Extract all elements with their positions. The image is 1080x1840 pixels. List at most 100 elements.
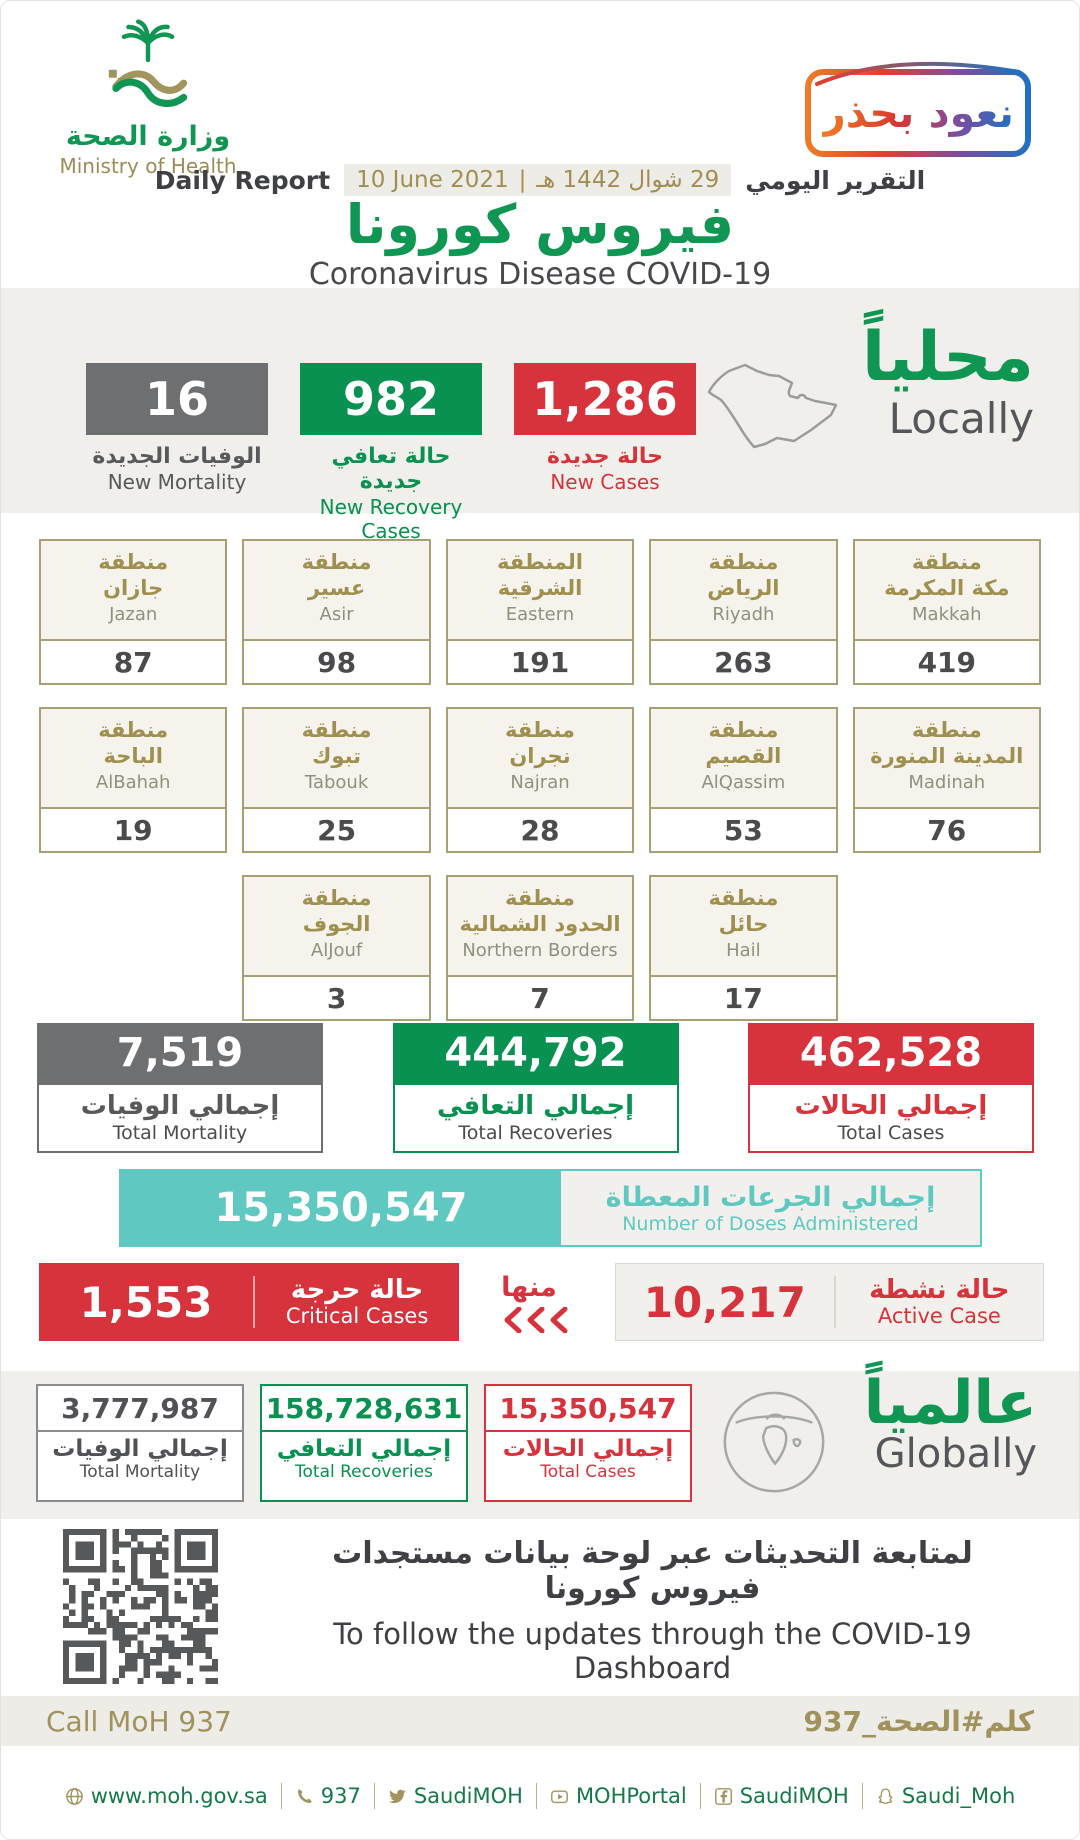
region-name-english: AlJouf: [310, 939, 363, 961]
moh-logo: وزارة الصحة Ministry of Health: [43, 19, 253, 178]
active-cases-value: 10,217: [643, 1277, 806, 1327]
doses-label-english: Number of Doses Administered: [622, 1212, 919, 1235]
region-card: المنطقة الشرقية Eastern 191: [445, 539, 635, 685]
region-new-cases-count: 25: [317, 813, 357, 847]
dashboard-line-arabic: لمتابعة التحديثات عبر لوحة بيانات مستجدا…: [332, 1536, 973, 1606]
date-chip: 10 June 2021 | 29 شوال 1442 هـ: [344, 164, 732, 196]
region-card: منطقة حائل Hail 17: [649, 875, 838, 1021]
region-new-cases-count: 7: [530, 981, 550, 1015]
local-totals-row: 7,519 إجمالي الوفيات Total Mortality 444…: [37, 1023, 1034, 1153]
region-name-arabic: منطقة الجوف: [301, 886, 372, 937]
footer-website-link[interactable]: www.moh.gov.sa: [65, 1784, 268, 1808]
daily-report-label: Daily Report: [154, 165, 331, 195]
logo-english-text: Ministry of Health: [59, 154, 237, 178]
region-row-3: منطقة الجوف AlJouf 3 منطقة الحدود الشمال…: [39, 875, 1041, 1021]
critical-cases-value: 1,553: [79, 1277, 213, 1327]
region-card: منطقة القصيم AlQassim 53: [649, 707, 838, 853]
new-mortality-stat: 16 الوفيات الجديدة New Mortality: [86, 363, 268, 543]
moh-palm-logo-icon: [108, 19, 188, 107]
hashtag-label: كلم#الصحة_937: [803, 1704, 1034, 1738]
regions-grid: منطقة جازان Jazan 87 منطقة عسير Asir 98 …: [39, 539, 1041, 1043]
region-name-arabic: منطقة القصيم: [705, 718, 782, 769]
logo-arabic-text: وزارة الصحة: [65, 121, 231, 152]
badge-swoosh-icon: [815, 61, 1021, 86]
region-new-cases-count: 419: [917, 645, 977, 679]
report-date-line: Daily Report 10 June 2021 | 29 شوال 1442…: [1, 164, 1079, 196]
globe-icon: [723, 1391, 825, 1493]
region-name-english: Riyadh: [712, 603, 775, 625]
chevrons-left-icon: [504, 1306, 568, 1333]
total-mortality-box: 7,519 إجمالي الوفيات Total Mortality: [37, 1023, 323, 1153]
phone-icon: [297, 1788, 312, 1803]
dashboard-qr-code: [63, 1529, 218, 1684]
daily-report-label-arabic: التقرير اليومي: [745, 165, 926, 195]
return-with-caution-badge: نعود بحذر: [805, 61, 1031, 157]
badge-text: نعود بحذر: [822, 89, 1014, 137]
region-row-1: منطقة جازان Jazan 87 منطقة عسير Asir 98 …: [39, 539, 1041, 685]
footer-phone-link[interactable]: 937: [295, 1784, 361, 1808]
of-which-label: منها: [501, 1271, 557, 1303]
region-name-english: Hail: [726, 939, 761, 961]
locally-label-arabic: محلياً: [861, 318, 1034, 397]
global-recoveries-value: 158,728,631: [262, 1386, 466, 1432]
region-new-cases-count: 263: [714, 645, 773, 679]
region-new-cases-count: 17: [723, 981, 763, 1015]
new-mortality-value: 16: [86, 363, 268, 435]
region-name-arabic: منطقة عسير: [301, 550, 372, 601]
region-row-2: منطقة الباحة AlBahah 19 منطقة تبوك Tabou…: [39, 707, 1041, 853]
global-mortality-value: 3,777,987: [38, 1386, 242, 1432]
gregorian-date: 10 June 2021: [356, 167, 509, 193]
locally-title: محلياً Locally: [861, 318, 1034, 444]
new-daily-stats: 16 الوفيات الجديدة New Mortality 982 حال…: [86, 363, 696, 543]
total-recoveries-value: 444,792: [392, 1023, 679, 1083]
globe-icon: [65, 1787, 83, 1805]
region-card: منطقة المدينة المنورة Madinah 76: [852, 707, 1041, 853]
region-name-english: Jazan: [109, 603, 158, 625]
page-title-english: Coronavirus Disease COVID-19: [308, 257, 772, 292]
region-name-arabic: منطقة الحدود الشمالية: [459, 886, 621, 937]
region-new-cases-count: 191: [510, 645, 570, 679]
global-stats-row: 3,777,987 إجمالي الوفيات Total Mortality…: [36, 1384, 692, 1502]
region-new-cases-count: 3: [326, 981, 347, 1015]
footer-snapchat-link[interactable]: Saudi_Moh: [876, 1784, 1015, 1808]
footer-youtube-link[interactable]: MOHPortal: [550, 1784, 687, 1808]
region-new-cases-count: 87: [113, 645, 153, 679]
footer-facebook-link[interactable]: SaudiMOH: [714, 1784, 849, 1808]
region-name-english: AlQassim: [701, 771, 786, 793]
region-name-english: Tabouk: [304, 771, 369, 793]
new-cases-value: 1,286: [514, 363, 696, 435]
global-mortality-box: 3,777,987 إجمالي الوفيات Total Mortality: [36, 1384, 244, 1502]
call-moh-label: Call MoH 937: [46, 1704, 232, 1738]
region-name-english: Asir: [319, 603, 354, 625]
twitter-icon: [388, 1789, 406, 1803]
region-card: منطقة تبوك Tabouk 25: [242, 707, 431, 853]
new-cases-stat: 1,286 حالة جديدة New Cases: [514, 363, 696, 543]
new-recovery-value: 982: [300, 363, 482, 435]
footer-links: www.moh.gov.sa 937 SaudiMOH MOHPortal Sa…: [1, 1783, 1079, 1809]
active-cases-box: 10,217 حالة نشطة Active Case: [615, 1263, 1044, 1341]
new-recovery-stat: 982 حالة تعافي جديدة New Recovery Cases: [300, 363, 482, 543]
doses-label-arabic: إجمالي الجرعات المعطاة: [605, 1181, 936, 1213]
region-name-arabic: منطقة تبوك: [301, 718, 372, 769]
region-name-arabic: منطقة نجران: [505, 718, 575, 769]
region-name-english: Najran: [510, 771, 570, 793]
call-moh-band: Call MoH 937 كلم#الصحة_937: [1, 1696, 1079, 1746]
region-name-english: Madinah: [908, 771, 986, 793]
footer-twitter-link[interactable]: SaudiMOH: [388, 1784, 523, 1808]
total-cases-value: 462,528: [748, 1023, 1034, 1083]
global-recoveries-box: 158,728,631 إجمالي التعافي Total Recover…: [260, 1384, 468, 1502]
critical-cases-box: 1,553 حالة حرجة Critical Cases: [39, 1263, 459, 1341]
total-mortality-value: 7,519: [37, 1023, 323, 1083]
total-cases-box: 462,528 إجمالي الحالات Total Cases: [748, 1023, 1034, 1153]
globally-section: 3,777,987 إجمالي الوفيات Total Mortality…: [1, 1371, 1079, 1519]
region-new-cases-count: 19: [113, 813, 153, 847]
hijri-date: 29 شوال 1442 هـ: [536, 167, 720, 193]
region-name-english: Makkah: [912, 603, 982, 625]
region-name-arabic: منطقة جازان: [98, 550, 169, 601]
region-new-cases-count: 53: [723, 813, 763, 847]
saudi-arabia-map-icon: [707, 363, 838, 449]
dashboard-line-english: To follow the updates through the COVID-…: [333, 1617, 972, 1685]
youtube-icon: [551, 1789, 568, 1803]
locally-label-english: Locally: [888, 394, 1034, 443]
